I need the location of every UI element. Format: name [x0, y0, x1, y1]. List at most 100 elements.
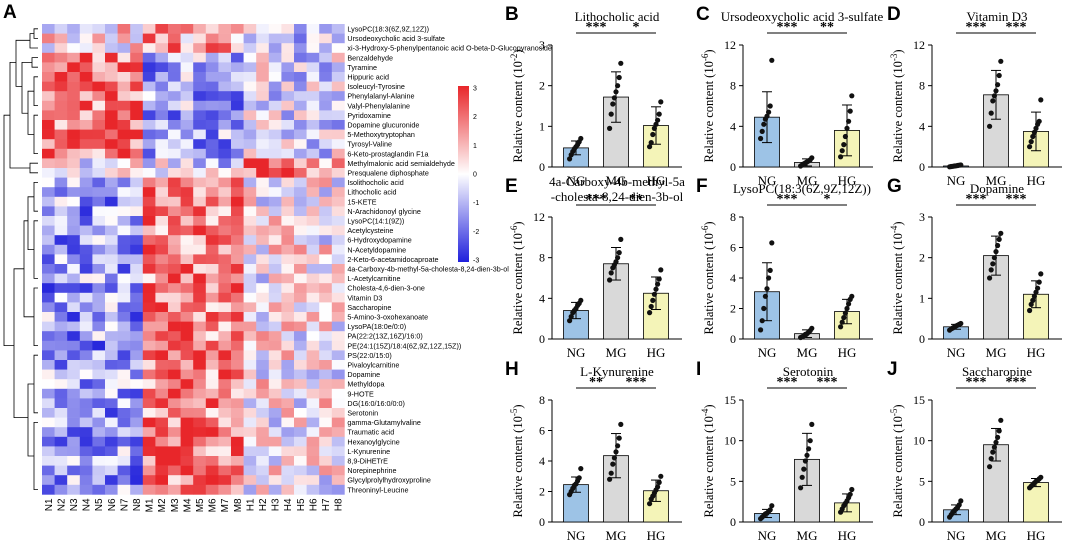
heatmap-cell [268, 168, 282, 178]
heatmap-cell [105, 340, 118, 351]
heatmap-cell [281, 148, 295, 159]
heatmap-cell [281, 484, 295, 495]
heatmap-cell [130, 110, 144, 121]
heatmap-cell [294, 427, 307, 438]
heatmap-cell [319, 91, 333, 102]
heatmap-cell [231, 331, 244, 342]
heatmap-cell [231, 379, 244, 390]
heatmap-cell [231, 52, 244, 63]
heatmap-cell [294, 225, 307, 236]
heatmap-cell [105, 446, 118, 457]
data-point [607, 277, 613, 283]
data-point [1036, 279, 1042, 285]
heatmap-cell [79, 312, 93, 322]
heatmap-cell [256, 43, 270, 54]
heatmap-cell [268, 254, 282, 265]
heatmap-row-label: 5-Amino-3-oxohexanoate [347, 312, 428, 321]
heatmap-cell [67, 81, 81, 92]
heatmap-cell [54, 235, 68, 246]
heatmap-cell [168, 100, 181, 111]
heatmap-cell [67, 369, 81, 380]
heatmap-cell [180, 24, 194, 34]
heatmap-cell [180, 43, 194, 54]
data-point [841, 315, 847, 321]
heatmap-cell [105, 264, 118, 274]
heatmap-cell [105, 484, 118, 495]
heatmap-cell [92, 120, 106, 130]
heatmap-cell [331, 379, 345, 390]
y-tick-label: 8 [730, 79, 736, 93]
heatmap-cell [331, 360, 345, 370]
heatmap-cell [319, 225, 333, 236]
heatmap-cell [268, 129, 282, 140]
heatmap-cell [218, 408, 232, 418]
heatmap-cell [180, 177, 194, 188]
data-point [1038, 271, 1044, 277]
data-point [995, 82, 1001, 88]
heatmap-cell [105, 254, 118, 265]
heatmap-cell [319, 331, 333, 342]
heatmap-cell [92, 91, 106, 102]
heatmap-cell [268, 398, 282, 409]
data-point [846, 301, 852, 307]
heatmap-cell [243, 120, 257, 130]
heatmap-cell [155, 91, 169, 102]
heatmap-cell [42, 360, 55, 370]
heatmap-row-label: Traumatic acid [347, 428, 394, 437]
heatmap-cell [79, 331, 93, 342]
heatmap-cell [319, 196, 333, 207]
y-tick-label: 2 [539, 79, 545, 93]
x-tick-label: HG [1027, 173, 1046, 188]
y-tick-label: 2 [539, 485, 545, 499]
heatmap-cell [117, 177, 131, 188]
heatmap-cell [306, 72, 320, 82]
data-point [651, 125, 658, 131]
heatmap-cell [205, 148, 219, 159]
heatmap-cell [54, 120, 68, 130]
heatmap-cell [42, 312, 55, 322]
heatmap-cell [168, 148, 181, 159]
heatmap-cell [256, 216, 270, 226]
heatmap-cell [231, 120, 244, 130]
heatmap-cell [243, 302, 257, 313]
heatmap-cell [168, 283, 181, 294]
heatmap-cell [42, 177, 55, 188]
heatmap-cell [105, 465, 118, 476]
heatmap-row-label: N-Acetyldopamine [347, 245, 406, 254]
heatmap-cell [294, 110, 307, 121]
heatmap-cell [268, 427, 282, 438]
heatmap-cell [117, 369, 131, 380]
heatmap-cell [268, 52, 282, 63]
heatmap-cell [168, 446, 181, 457]
y-tick-label: 0 [539, 160, 545, 174]
y-axis-label-exponent: -5 [509, 408, 519, 416]
heatmap-cell [142, 24, 156, 34]
data-point [658, 473, 664, 479]
heatmap-cell [180, 52, 194, 63]
heatmap-cell [92, 235, 106, 246]
heatmap-cell [306, 331, 320, 342]
heatmap-cell [54, 52, 68, 63]
heatmap-cell [180, 244, 194, 255]
heatmap-cell [243, 225, 257, 236]
heatmap-cell [193, 475, 207, 486]
heatmap-cell [42, 273, 55, 284]
heatmap-cell [256, 129, 270, 140]
heatmap-cell [42, 100, 55, 111]
heatmap-cell [142, 158, 156, 169]
heatmap-cell [243, 52, 257, 63]
heatmap-cell [243, 187, 257, 198]
heatmap-cell [180, 350, 194, 361]
heatmap-cell [117, 158, 131, 169]
heatmap-cell [180, 196, 194, 207]
heatmap-cell [54, 158, 68, 169]
heatmap-cell [130, 273, 144, 284]
heatmap-cell [231, 206, 244, 217]
heatmap-cell [67, 91, 81, 102]
panel-letter-b: B [505, 4, 519, 25]
heatmap-cell [256, 408, 270, 418]
y-axis-label: Relative content (10-6) [700, 221, 716, 334]
heatmap-cell [306, 273, 320, 284]
heatmap-cell [218, 177, 232, 188]
heatmap-cell [193, 427, 207, 438]
